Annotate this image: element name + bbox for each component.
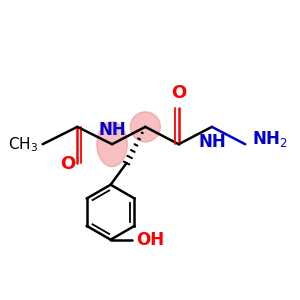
Text: CH$_3$: CH$_3$: [8, 135, 38, 154]
Text: O: O: [171, 84, 186, 102]
Text: NH: NH: [198, 133, 226, 151]
Text: NH$_2$: NH$_2$: [252, 129, 288, 149]
Text: O: O: [61, 155, 76, 173]
Ellipse shape: [97, 122, 127, 166]
Circle shape: [130, 112, 160, 142]
Text: OH: OH: [136, 231, 164, 249]
Text: NH: NH: [98, 121, 126, 139]
